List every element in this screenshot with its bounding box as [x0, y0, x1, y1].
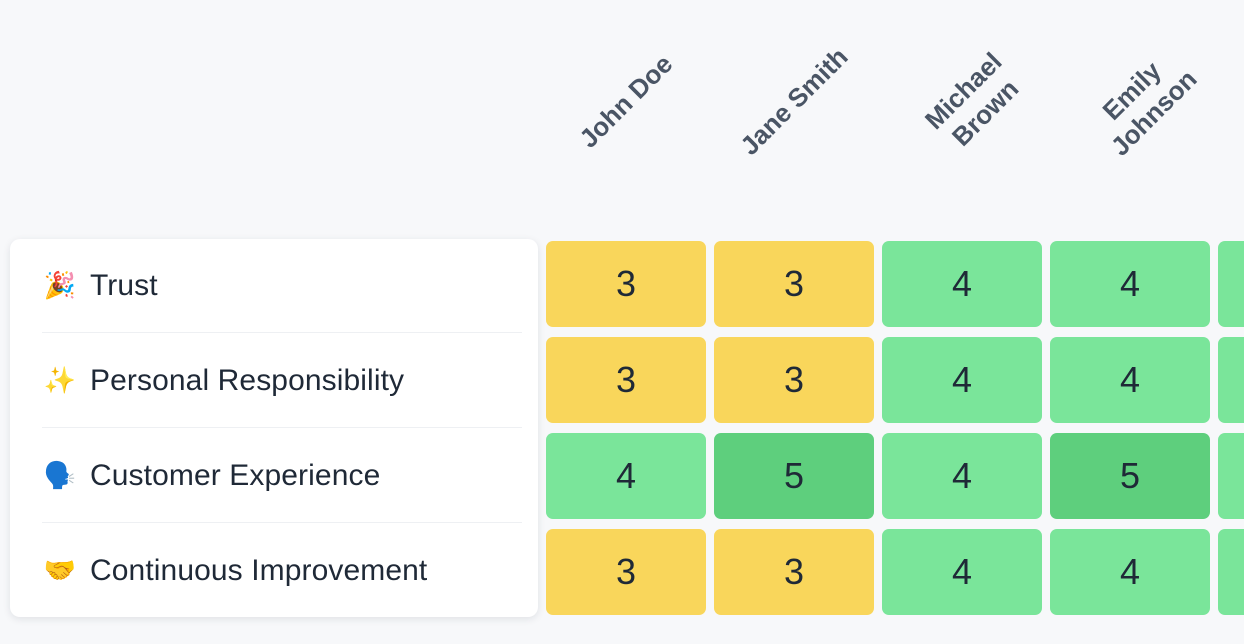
value-row-personal-responsibility: ✨ Personal Responsibility — [42, 334, 522, 428]
column-header-label: Michael Brown — [919, 46, 1025, 152]
score-cell[interactable]: 4 — [1050, 529, 1210, 615]
party-popper-icon: 🎉 — [43, 271, 77, 301]
column-header-michael-brown: Michael Brown — [895, 42, 1055, 162]
score-cell[interactable]: 4 — [1050, 337, 1210, 423]
value-label: Personal Responsibility — [90, 364, 405, 397]
value-label: Trust — [90, 269, 158, 302]
score-cell[interactable]: 3 — [546, 529, 706, 615]
value-row-customer-experience: 🗣️ Customer Experience — [42, 429, 522, 523]
score-cell[interactable]: 4 — [882, 241, 1042, 327]
score-cell[interactable]: 4 — [882, 529, 1042, 615]
column-header-john-doe: John Doe — [546, 42, 706, 162]
column-header-label: Emily Johnson — [1096, 55, 1203, 162]
column-header-label: John Doe — [573, 49, 679, 155]
value-row-continuous-improvement: 🤝 Continuous Improvement — [42, 524, 522, 618]
column-header-label: Jane Smith — [733, 41, 854, 162]
score-cell[interactable]: 3 — [714, 337, 874, 423]
score-cell[interactable]: 4 — [546, 433, 706, 519]
score-cell[interactable]: 4 — [882, 337, 1042, 423]
score-cell[interactable]: 3 — [714, 241, 874, 327]
score-cell[interactable]: 3 — [714, 529, 874, 615]
score-cell[interactable]: 3 — [546, 241, 706, 327]
value-label: Customer Experience — [90, 459, 381, 492]
score-cell-partial[interactable] — [1218, 433, 1244, 519]
value-label: Continuous Improvement — [90, 554, 428, 587]
value-row-trust: 🎉 Trust — [42, 239, 522, 333]
score-cell[interactable]: 4 — [882, 433, 1042, 519]
score-cell[interactable]: 5 — [714, 433, 874, 519]
score-cell-partial[interactable] — [1218, 241, 1244, 327]
score-cell[interactable]: 4 — [1050, 241, 1210, 327]
values-list-card: 🎉 Trust ✨ Personal Responsibility 🗣️ Cus… — [10, 239, 538, 617]
sparkles-icon: ✨ — [43, 366, 77, 396]
score-cell-partial[interactable] — [1218, 337, 1244, 423]
speaking-head-icon: 🗣️ — [43, 461, 77, 491]
score-cell-partial[interactable] — [1218, 529, 1244, 615]
column-header-jane-smith: Jane Smith — [714, 42, 874, 162]
score-cell[interactable]: 3 — [546, 337, 706, 423]
column-header-emily-johnson: Emily Johnson — [1063, 42, 1223, 162]
score-cell[interactable]: 5 — [1050, 433, 1210, 519]
handshake-icon: 🤝 — [43, 556, 77, 586]
